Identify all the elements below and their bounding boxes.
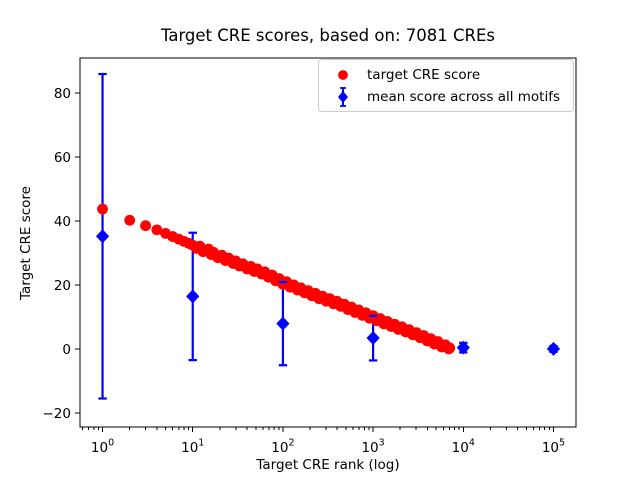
- target-score-point: [124, 214, 136, 226]
- target-score-point: [444, 342, 456, 354]
- y-tick-label: 40: [54, 214, 71, 230]
- mean-score-point: [276, 316, 290, 331]
- y-tick-label: 80: [54, 86, 71, 102]
- y-tick-label: 60: [54, 150, 71, 166]
- mean-score-point: [366, 331, 380, 346]
- x-tick-label: 101: [181, 438, 204, 457]
- target-score-point: [97, 203, 108, 215]
- plot-border: [79, 57, 577, 428]
- chart-title: Target CRE scores, based on: 7081 CREs: [160, 26, 496, 45]
- legend-label-target-score: target CRE score: [367, 67, 481, 83]
- x-tick-label: 105: [542, 438, 565, 457]
- y-tick-label: 20: [54, 278, 71, 294]
- mean-score-point: [95, 229, 110, 244]
- target-score-point: [151, 224, 163, 236]
- x-tick-label: 103: [361, 438, 384, 457]
- x-axis-ticks: 100 101 102 103 104 105: [91, 427, 565, 456]
- y-tick-label: 0: [62, 342, 71, 358]
- x-tick-label: 100: [91, 438, 114, 457]
- x-tick-label: 102: [271, 438, 294, 457]
- target-score-point: [140, 220, 151, 232]
- y-tick-label: −20: [43, 406, 72, 422]
- circle-marker-icon: [319, 65, 367, 85]
- x-axis-label: Target CRE rank (log): [256, 457, 400, 473]
- x-axis-minor-ticks: [82, 427, 550, 430]
- mean-score-point: [186, 289, 200, 304]
- legend: target CRE score mean score across all m…: [318, 59, 574, 112]
- diamond-errorbar-icon: [319, 86, 367, 108]
- y-axis-ticks: −20 0 20 40 60 80: [43, 86, 80, 422]
- legend-entry-mean-score: mean score across all motifs: [319, 86, 573, 108]
- legend-label-mean-score: mean score across all motifs: [367, 89, 561, 105]
- mean-score-point: [456, 340, 470, 355]
- x-tick-label: 104: [452, 438, 475, 457]
- target-score-series: [97, 203, 456, 355]
- mean-score-point: [546, 341, 561, 356]
- legend-entry-target-score: target CRE score: [319, 64, 573, 86]
- mean-score-series: [95, 72, 561, 400]
